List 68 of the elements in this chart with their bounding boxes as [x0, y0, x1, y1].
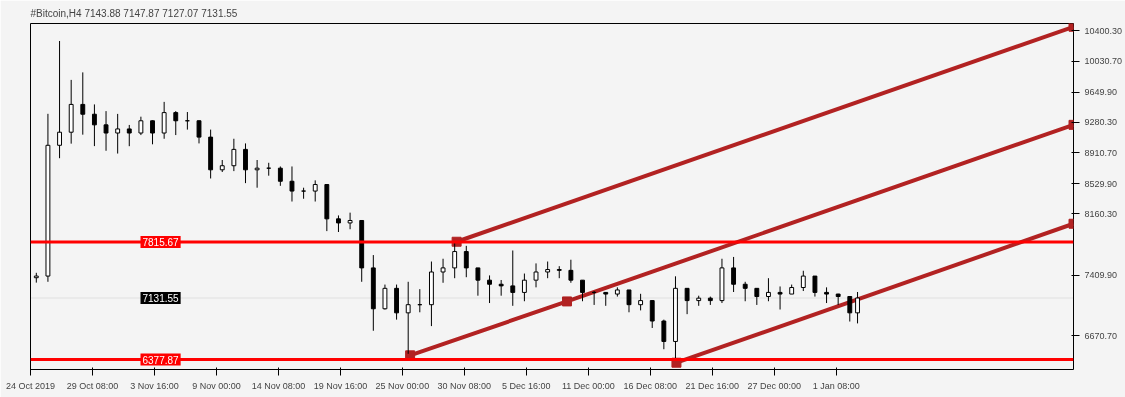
x-tick-label: 16 Dec 08:00	[623, 380, 678, 391]
candlestick	[742, 281, 748, 302]
y-tick-label: 7409.90	[1084, 270, 1118, 281]
candlestick	[649, 299, 655, 329]
y-tick-label: 6670.70	[1084, 330, 1118, 341]
candlestick	[731, 256, 737, 293]
candlestick	[138, 116, 144, 136]
ref-line-label: 6377.87	[142, 354, 180, 366]
candlestick	[312, 179, 318, 203]
candlestick	[533, 262, 539, 288]
candlestick	[777, 285, 783, 310]
chart-title: #Bitcoin,H4 7143.88 7147.87 7127.07 7131.55	[30, 7, 238, 19]
x-tick-label: 30 Nov 08:00	[437, 380, 492, 391]
candlestick	[173, 110, 179, 136]
x-tick-label: 1 Jan 08:00	[812, 380, 860, 391]
candlestick	[766, 277, 771, 302]
candlestick	[277, 165, 283, 187]
candlestick	[510, 249, 516, 307]
candlestick	[382, 284, 388, 311]
candlestick	[243, 142, 248, 184]
point	[562, 296, 573, 307]
x-tick-label: 11 Dec 00:00	[561, 380, 615, 391]
candlestick	[231, 138, 237, 172]
y-tick-label: 8160.30	[1084, 208, 1118, 219]
candlestick	[161, 101, 167, 140]
y-tick-label: 8910.70	[1084, 147, 1118, 158]
candlestick	[80, 71, 86, 136]
candlestick	[580, 279, 585, 302]
x-tick-label: 14 Nov 08:00	[251, 380, 306, 391]
candlestick	[150, 119, 155, 145]
candlestick	[196, 119, 202, 144]
x-tick-label: 9 Nov 00:00	[192, 380, 241, 391]
candlestick	[405, 281, 411, 355]
x-tick-label: 19 Nov 16:00	[313, 380, 368, 391]
x-tick-label: 24 Oct 2019	[5, 380, 56, 391]
y-tick-label: 8529.90	[1084, 178, 1118, 189]
x-tick-label: 27 Dec 00:00	[747, 380, 802, 391]
x-tick-label: 21 Dec 16:00	[685, 380, 740, 391]
candlestick	[684, 287, 690, 315]
candlestick	[568, 259, 574, 284]
y-tick-label: 9649.90	[1084, 87, 1118, 98]
candlestick	[475, 267, 481, 297]
candlestick	[103, 110, 109, 152]
candlestick	[463, 245, 469, 278]
candlestick	[347, 212, 353, 230]
ref-line-label: 7815.67	[142, 237, 180, 249]
ref-line-label: 7131.55	[142, 293, 180, 305]
candlestick	[626, 289, 632, 313]
x-tick-label: 5 Dec 16:00	[502, 380, 551, 391]
candlestick	[800, 270, 806, 292]
candlestick	[661, 319, 667, 350]
y-tick-label: 10030.70	[1084, 56, 1123, 67]
x-tick-label: 3 Nov 16:00	[130, 380, 179, 391]
candlestick	[440, 258, 446, 284]
y-tick-label: 10400.30	[1084, 25, 1123, 36]
x-tick-label: 25 Nov 00:00	[375, 380, 430, 391]
candlestick	[289, 165, 295, 203]
candlestick	[91, 103, 97, 147]
candlestick	[57, 40, 62, 159]
candlestick	[126, 124, 132, 147]
candlestick	[847, 296, 853, 323]
candlestick	[855, 291, 860, 324]
candlestick	[812, 275, 818, 298]
candlestick	[115, 113, 121, 155]
candlestick	[487, 274, 492, 304]
x-tick-label: 29 Oct 08:00	[66, 380, 119, 391]
candlestick	[521, 273, 527, 302]
y-tick-label: 9280.30	[1084, 117, 1118, 128]
